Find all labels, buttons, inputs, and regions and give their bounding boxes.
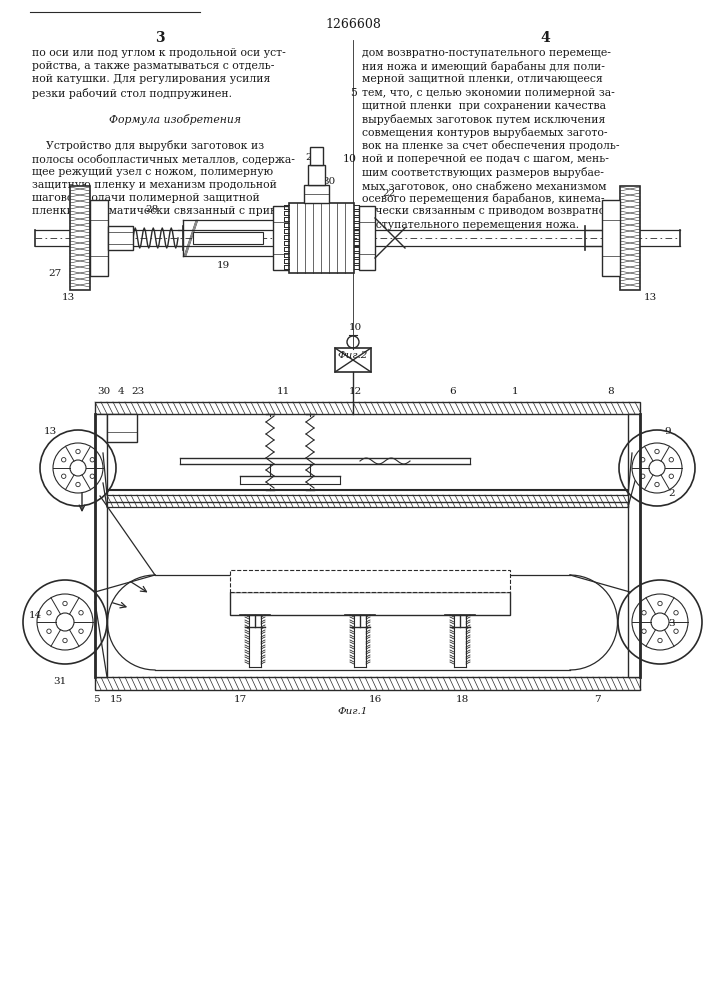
Text: 2: 2	[669, 488, 675, 497]
Text: 10: 10	[349, 324, 361, 332]
Bar	[193, 232, 263, 244]
Bar	[230, 570, 510, 592]
Text: осевого перемещения барабанов, кинема-: осевого перемещения барабанов, кинема-	[362, 193, 604, 204]
Text: совмещения контуров вырубаемых загото-: совмещения контуров вырубаемых загото-	[362, 127, 607, 138]
Text: 6: 6	[450, 387, 456, 396]
Text: 8: 8	[608, 387, 614, 396]
Text: 4: 4	[540, 31, 550, 45]
Text: 4: 4	[117, 387, 124, 396]
Bar	[90, 200, 108, 276]
Text: 30: 30	[322, 176, 336, 186]
Text: 13: 13	[643, 294, 657, 302]
Text: Устройство для вырубки заготовок из: Устройство для вырубки заготовок из	[32, 140, 264, 151]
Text: Формула изобретения: Формула изобретения	[109, 114, 241, 125]
Text: 3: 3	[669, 619, 675, 629]
Text: ния ножа и имеющий барабаны для поли-: ния ножа и имеющий барабаны для поли-	[362, 61, 605, 72]
Bar	[107, 414, 137, 442]
Text: шим соответствующих размеров вырубае-: шим соответствующих размеров вырубае-	[362, 167, 604, 178]
Text: 16: 16	[368, 694, 382, 704]
Text: 18: 18	[455, 694, 469, 704]
Text: Фиг.2: Фиг.2	[338, 351, 368, 360]
Text: дом возвратно-поступательного перемеще-: дом возвратно-поступательного перемеще-	[362, 48, 611, 58]
Text: Фиг.1: Фиг.1	[338, 708, 368, 716]
Text: шаговой подачи полимерной защитной: шаговой подачи полимерной защитной	[32, 193, 259, 203]
Text: 1266608: 1266608	[325, 18, 381, 31]
Text: 5: 5	[93, 694, 99, 704]
Text: 19: 19	[216, 261, 230, 270]
Text: 14: 14	[28, 610, 42, 619]
Text: щее режущий узел с ножом, полимерную: щее режущий узел с ножом, полимерную	[32, 167, 273, 177]
Text: ной катушки. Для регулирования усилия: ной катушки. Для регулирования усилия	[32, 74, 270, 84]
Text: щитной пленки  при сохранении качества: щитной пленки при сохранении качества	[362, 101, 606, 111]
Text: поступательного перемещения ножа.: поступательного перемещения ножа.	[362, 220, 579, 230]
Text: мых заготовок, оно снабжено механизмом: мых заготовок, оно снабжено механизмом	[362, 180, 607, 191]
Text: вок на пленке за счет обеспечения продоль-: вок на пленке за счет обеспечения продол…	[362, 140, 619, 151]
Text: защитную пленку и механизм продольной: защитную пленку и механизм продольной	[32, 180, 277, 190]
Bar	[107, 495, 628, 507]
Bar	[308, 165, 325, 185]
Text: 30: 30	[98, 387, 110, 396]
Text: 5: 5	[350, 88, 357, 98]
Text: 15: 15	[110, 694, 122, 704]
Text: 1: 1	[512, 387, 518, 396]
Text: 13: 13	[43, 428, 57, 436]
Text: 27: 27	[48, 268, 62, 277]
Text: 17: 17	[233, 694, 247, 704]
Text: 13: 13	[62, 294, 75, 302]
Text: тически связанным с приводом возвратно-: тически связанным с приводом возвратно-	[362, 206, 609, 216]
Text: 12: 12	[349, 387, 361, 396]
Bar	[310, 147, 323, 165]
Text: 31: 31	[53, 676, 66, 686]
Text: 21: 21	[305, 153, 319, 162]
Text: пленки, кинематически связанный с приво-: пленки, кинематически связанный с приво-	[32, 206, 286, 216]
Bar	[620, 186, 640, 290]
Bar	[335, 348, 371, 372]
Text: ной и поперечной ее подач с шагом, мень-: ной и поперечной ее подач с шагом, мень-	[362, 154, 609, 164]
Text: 10: 10	[343, 154, 357, 164]
Text: по оси или под углом к продольной оси уст-: по оси или под углом к продольной оси ус…	[32, 48, 286, 58]
Text: 11: 11	[276, 387, 290, 396]
Bar	[108, 226, 133, 250]
Text: тем, что, с целью экономии полимерной за-: тем, что, с целью экономии полимерной за…	[362, 88, 615, 98]
Text: резки рабочий стол подпружинен.: резки рабочий стол подпружинен.	[32, 88, 232, 99]
Text: 28: 28	[146, 206, 158, 215]
Bar	[95, 402, 640, 414]
Text: 23: 23	[132, 387, 145, 396]
Text: 3: 3	[156, 31, 165, 45]
Bar	[273, 206, 289, 270]
Text: 22: 22	[382, 188, 396, 198]
Text: 9: 9	[665, 428, 672, 436]
Bar	[304, 185, 329, 203]
Text: вырубаемых заготовок путем исключения: вырубаемых заготовок путем исключения	[362, 114, 605, 125]
Bar	[95, 677, 640, 690]
Bar	[289, 203, 354, 273]
Bar	[70, 186, 90, 290]
Text: ройства, а также разматываться с отдель-: ройства, а также разматываться с отдель-	[32, 61, 274, 71]
Bar	[628, 414, 640, 677]
Text: мерной защитной пленки, отличающееся: мерной защитной пленки, отличающееся	[362, 74, 603, 84]
Bar	[602, 200, 620, 276]
Bar	[359, 206, 375, 270]
Bar	[95, 414, 107, 677]
Text: полосы особопластичных металлов, содержа-: полосы особопластичных металлов, содержа…	[32, 154, 295, 165]
Bar	[230, 592, 510, 615]
Text: 7: 7	[594, 694, 600, 704]
